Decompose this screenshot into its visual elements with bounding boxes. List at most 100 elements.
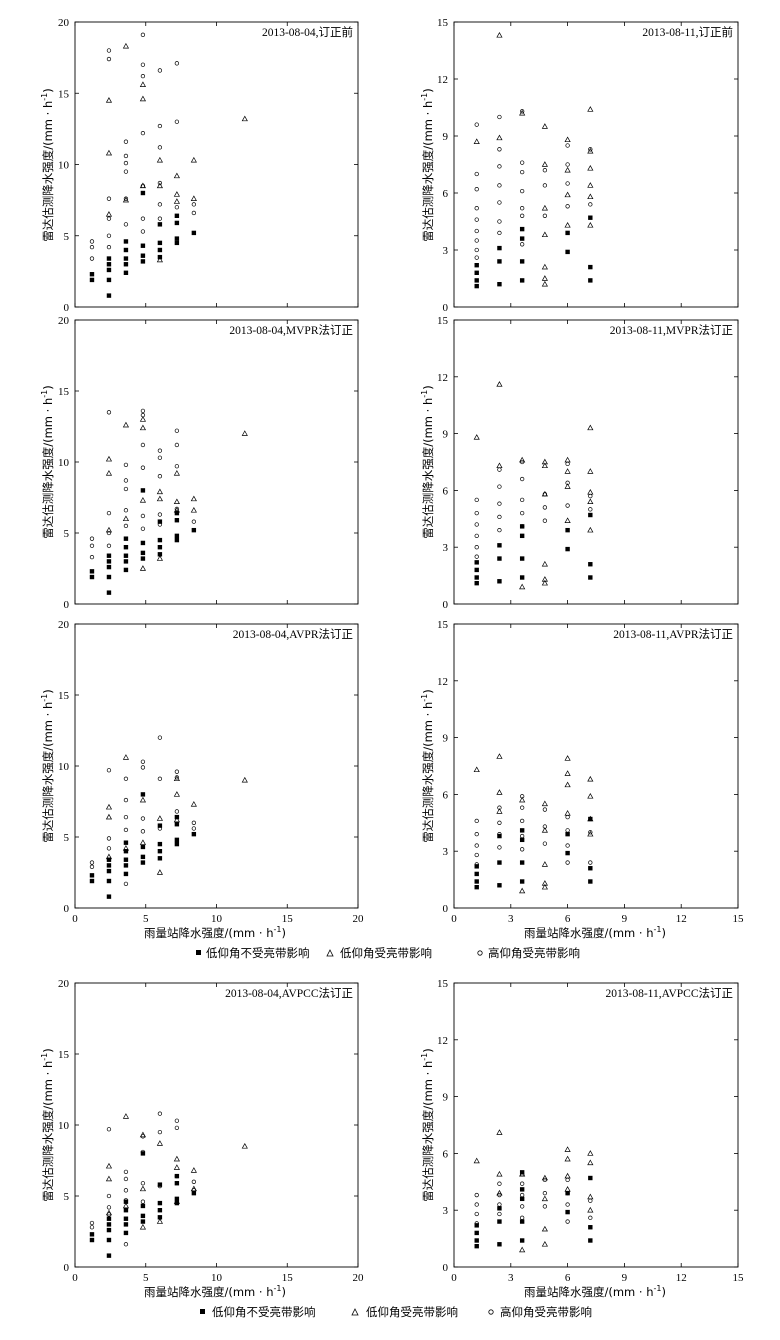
- point-triangle: [587, 815, 594, 822]
- x-tick-label: 9: [622, 913, 628, 925]
- point-square: [191, 527, 197, 533]
- point-circle: [542, 824, 548, 829]
- x-tick-label: 12: [676, 1272, 687, 1284]
- point-circle: [123, 222, 129, 227]
- point-circle: [474, 122, 479, 127]
- point-triangle: [496, 1129, 503, 1135]
- y-tick-label: 15: [437, 619, 449, 631]
- point-square: [123, 567, 129, 573]
- panel-title: 2013-08-11,AVPCC法订正: [606, 986, 733, 1000]
- point-circle: [520, 169, 525, 175]
- point-circle: [140, 465, 146, 470]
- point-square: [106, 894, 112, 899]
- point-triangle: [496, 31, 503, 38]
- y-tick-label: 9: [443, 1092, 449, 1104]
- point-square: [140, 550, 146, 556]
- point-circle: [474, 238, 479, 243]
- point-circle: [89, 239, 95, 244]
- point-circle: [497, 230, 502, 236]
- point-triangle: [190, 801, 197, 807]
- point-triangle: [156, 182, 163, 189]
- point-square: [140, 540, 146, 546]
- plot-frame: [74, 319, 359, 605]
- point-square: [89, 277, 95, 283]
- point-square: [157, 519, 163, 524]
- panel-p6: 0 3 6 9 12 15 0 3 6 9 12 15 2013-08-11,AVPR法订正: [437, 619, 744, 925]
- point-triangle: [496, 381, 503, 387]
- point-circle: [123, 139, 129, 144]
- point-square: [157, 841, 163, 847]
- point-triangle: [173, 816, 180, 823]
- point-square: [588, 575, 593, 580]
- point-triangle: [173, 1155, 180, 1162]
- point-square: [497, 282, 502, 287]
- point-square: [588, 866, 593, 871]
- point-square: [191, 230, 197, 236]
- point-square: [106, 1216, 112, 1221]
- point-triangle: [156, 495, 163, 502]
- point-square: [191, 1190, 197, 1196]
- point-square: [140, 1151, 146, 1156]
- point-triangle: [564, 191, 571, 198]
- point-square: [519, 278, 525, 283]
- point-square: [157, 222, 163, 227]
- point-circle: [157, 180, 163, 186]
- point-square: [106, 1222, 112, 1227]
- panel-title: 2013-08-11,订正前: [642, 25, 733, 39]
- x-tick-label: 10: [211, 1272, 223, 1284]
- point-circle: [520, 188, 525, 194]
- point-circle: [565, 814, 570, 820]
- point-circle: [474, 187, 479, 192]
- point-circle: [565, 162, 570, 167]
- point-triangle: [139, 1131, 147, 1138]
- point-circle: [588, 1198, 593, 1203]
- point-triangle: [564, 810, 571, 816]
- y-tick-label: 10: [58, 1120, 70, 1132]
- point-circle: [520, 805, 525, 810]
- point-square: [157, 1182, 163, 1187]
- point-circle: [174, 205, 180, 210]
- point-square: [519, 1196, 525, 1202]
- panel-title: 2013-08-11,MVPR法订正: [610, 323, 733, 337]
- point-square: [474, 884, 479, 890]
- point-circle: [89, 1220, 95, 1226]
- point-circle: [520, 242, 525, 247]
- y-tick-label: 20: [58, 315, 70, 327]
- point-triangle: [496, 134, 503, 141]
- legend-marker-filled-square: [196, 950, 201, 955]
- point-square: [565, 831, 570, 837]
- point-circle: [474, 247, 479, 253]
- point-circle: [157, 216, 163, 221]
- point-circle: [123, 462, 129, 467]
- point-square: [588, 562, 593, 567]
- y-tick-label: 0: [443, 903, 449, 915]
- point-triangle: [564, 1186, 571, 1192]
- x-tick-label: 0: [451, 1272, 457, 1284]
- x-tick-label: 5: [143, 913, 149, 925]
- point-square: [123, 857, 129, 862]
- point-square: [474, 879, 479, 884]
- point-circle: [157, 145, 163, 150]
- x-tick-label: 15: [733, 1272, 745, 1284]
- point-triangle: [587, 468, 594, 474]
- point-circle: [174, 506, 180, 512]
- y-tick-label: 0: [64, 302, 70, 314]
- point-square: [588, 1175, 593, 1181]
- point-triangle: [519, 1246, 526, 1253]
- point-triangle: [541, 560, 548, 567]
- point-triangle: [122, 754, 130, 760]
- point-triangle: [173, 498, 180, 505]
- point-circle: [106, 216, 112, 221]
- point-square: [474, 1238, 479, 1243]
- point-circle: [140, 759, 146, 764]
- point-square: [519, 533, 525, 539]
- point-square: [519, 226, 525, 232]
- point-square: [474, 567, 479, 573]
- point-triangle: [519, 796, 526, 803]
- legend-label-low-unaffected: 低仰角不受亮带影响: [206, 946, 310, 960]
- point-square: [106, 863, 112, 868]
- point-triangle: [190, 1185, 197, 1192]
- y-tick-label: 10: [58, 160, 70, 172]
- point-square: [140, 854, 146, 860]
- point-circle: [520, 1204, 525, 1209]
